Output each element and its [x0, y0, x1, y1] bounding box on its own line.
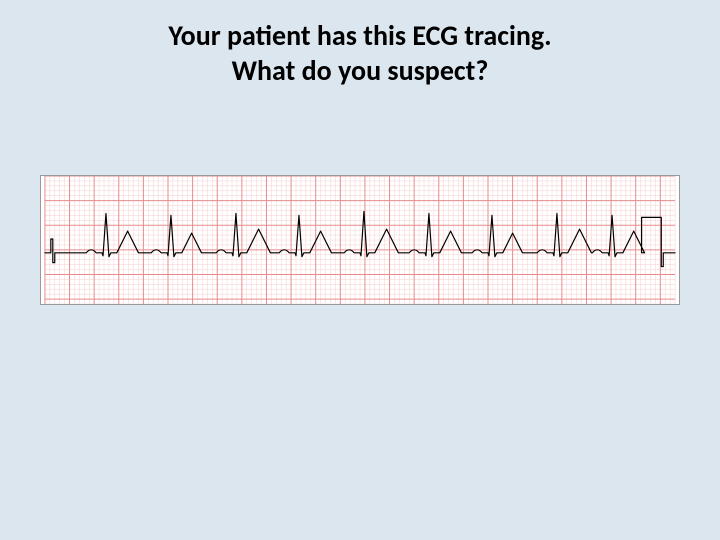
title-line-1: Your patient has this ECG tracing. [0, 18, 720, 53]
ecg-svg [41, 176, 679, 304]
title-line-2: What do you suspect? [0, 53, 720, 88]
ecg-strip [40, 175, 680, 305]
title-block: Your patient has this ECG tracing. What … [0, 18, 720, 88]
